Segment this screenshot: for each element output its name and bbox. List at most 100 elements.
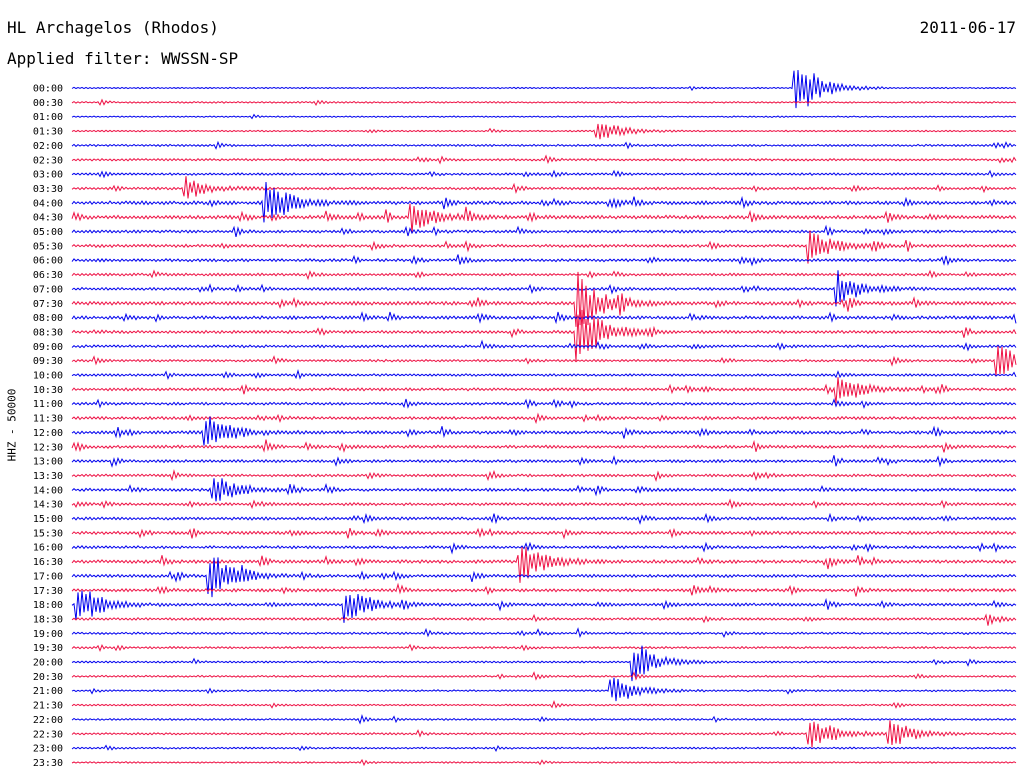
trace-line xyxy=(71,140,1017,150)
trace-line xyxy=(71,113,1017,120)
tick-label: 02:00 xyxy=(33,141,63,152)
trace-line xyxy=(71,181,1017,223)
record-date: 2011-06-17 xyxy=(919,18,1016,37)
tick-label: 17:30 xyxy=(33,586,63,597)
tick-label: 18:30 xyxy=(33,614,63,625)
trace-line xyxy=(71,339,1017,352)
tick-label: 00:00 xyxy=(33,84,63,95)
tick-label: 13:30 xyxy=(33,471,63,482)
tick-label: 09:00 xyxy=(33,342,63,353)
trace-line xyxy=(71,590,1017,623)
trace-line xyxy=(71,254,1017,267)
tick-label: 08:00 xyxy=(33,313,63,324)
trace-line xyxy=(71,677,1017,702)
tick-label: 18:00 xyxy=(33,600,63,611)
trace-line xyxy=(71,645,1017,682)
trace-line xyxy=(71,744,1017,753)
tick-label: 23:00 xyxy=(33,744,63,755)
tick-label: 06:30 xyxy=(33,270,63,281)
trace-line xyxy=(71,271,1017,327)
tick-label: 04:30 xyxy=(33,213,63,224)
tick-label: 07:30 xyxy=(33,299,63,310)
tick-label: 22:00 xyxy=(33,715,63,726)
trace-line xyxy=(71,546,1017,583)
tick-label: 11:30 xyxy=(33,414,63,425)
trace-line xyxy=(71,582,1017,597)
tick-label: 16:00 xyxy=(33,543,63,554)
trace-line xyxy=(71,439,1017,453)
trace-line xyxy=(71,699,1017,709)
trace-line xyxy=(71,613,1017,626)
tick-label: 17:00 xyxy=(33,571,63,582)
tick-label: 14:00 xyxy=(33,485,63,496)
tick-label: 04:00 xyxy=(33,198,63,209)
tick-label: 14:30 xyxy=(33,500,63,511)
tick-label: 19:30 xyxy=(33,643,63,654)
tick-label: 01:00 xyxy=(33,112,63,123)
trace-line xyxy=(71,230,1017,264)
tick-label: 10:00 xyxy=(33,371,63,382)
trace-line xyxy=(71,203,1017,234)
trace-line xyxy=(71,478,1017,502)
trace-line xyxy=(71,270,1017,307)
tick-label: 03:00 xyxy=(33,170,63,181)
trace-line xyxy=(71,758,1017,767)
filter-label: Applied filter: WWSSN-SP xyxy=(7,49,239,68)
tick-label: 05:00 xyxy=(33,227,63,238)
trace-line xyxy=(71,176,1017,199)
trace-line xyxy=(71,713,1017,725)
tick-label: 20:00 xyxy=(33,658,63,669)
tick-label: 12:30 xyxy=(33,442,63,453)
tick-label: 23:30 xyxy=(33,758,63,769)
tick-label: 05:30 xyxy=(33,241,63,252)
trace-line xyxy=(71,368,1017,380)
tick-label: 16:30 xyxy=(33,557,63,568)
trace-line xyxy=(71,671,1017,681)
trace-line xyxy=(71,98,1017,106)
tick-label: 11:00 xyxy=(33,399,63,410)
trace-line xyxy=(71,720,1017,748)
trace-line xyxy=(71,643,1017,652)
trace-line xyxy=(71,311,1017,325)
tick-label: 09:30 xyxy=(33,356,63,367)
seismogram-traces xyxy=(71,69,1017,767)
trace-line xyxy=(71,154,1017,165)
trace-line xyxy=(71,627,1017,639)
tick-label: 03:30 xyxy=(33,184,63,195)
trace-line xyxy=(71,469,1017,483)
trace-line xyxy=(71,398,1017,410)
trace-line xyxy=(71,377,1017,404)
trace-line xyxy=(71,69,1017,109)
trace-line xyxy=(71,224,1017,238)
tick-label: 21:30 xyxy=(33,701,63,712)
tick-label: 02:30 xyxy=(33,155,63,166)
tick-label: 07:00 xyxy=(33,284,63,295)
trace-line xyxy=(71,455,1017,468)
tick-label: 01:30 xyxy=(33,127,63,138)
trace-line xyxy=(71,269,1017,281)
tick-label: 00:30 xyxy=(33,98,63,109)
tick-label: 20:30 xyxy=(33,672,63,683)
trace-line xyxy=(71,557,1017,598)
tick-label: 13:00 xyxy=(33,457,63,468)
trace-line xyxy=(71,412,1017,425)
tick-label: 08:30 xyxy=(33,327,63,338)
time-tick-labels: 00:00 00:30 01:00 01:30 02:00 02:30 03:00 03:30… xyxy=(33,84,63,769)
tick-label: 06:00 xyxy=(33,256,63,267)
tick-label: 15:30 xyxy=(33,528,63,539)
tick-label: 19:00 xyxy=(33,629,63,640)
tick-label: 22:30 xyxy=(33,729,63,740)
trace-line xyxy=(71,498,1017,510)
tick-label: 15:00 xyxy=(33,514,63,525)
trace-line xyxy=(71,346,1017,376)
trace-line xyxy=(71,512,1017,525)
tick-label: 12:00 xyxy=(33,428,63,439)
tick-label: 10:30 xyxy=(33,385,63,396)
trace-line xyxy=(71,309,1017,361)
trace-line xyxy=(71,527,1017,540)
tick-label: 21:00 xyxy=(33,686,63,697)
station-title: HL Archagelos (Rhodos) xyxy=(7,18,219,37)
trace-line xyxy=(71,541,1017,555)
trace-line xyxy=(71,123,1017,140)
